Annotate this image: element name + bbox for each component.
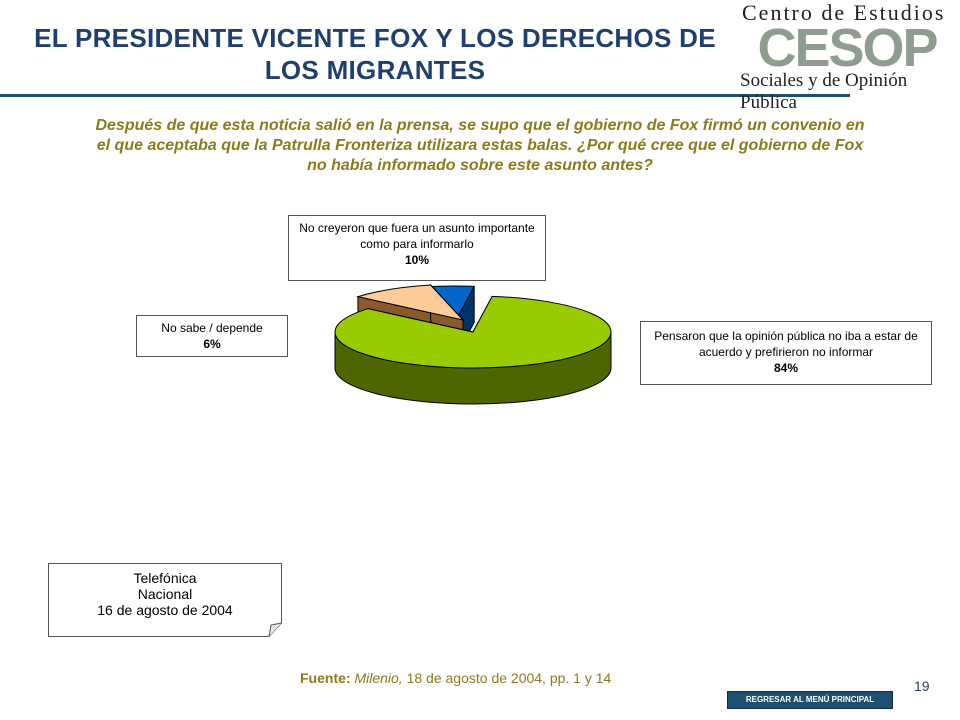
- slice-label-not-important: No creyeron que fuera un asunto importan…: [288, 215, 546, 281]
- source-citation: Fuente: Milenio, 18 de agosto de 2004, p…: [300, 670, 611, 686]
- pie-chart: [334, 283, 612, 405]
- slice-label-text: No creyeron que fuera un asunto importan…: [299, 221, 535, 251]
- pie-slice-1: [355, 284, 465, 321]
- source-detail: 18 de agosto de 2004, pp. 1 y 14: [406, 670, 612, 686]
- logo-mark-text: CESOP: [757, 22, 937, 70]
- logo-top-text: Centro de Estudios: [742, 0, 946, 25]
- logo-mark: CESOP: [742, 22, 952, 70]
- logo-bottom-text: Sociales y de Opinión Pública: [740, 70, 908, 113]
- slice-label-text: Pensaron que la opinión pública no iba a…: [654, 329, 918, 359]
- slice-label-value: 84%: [773, 361, 799, 375]
- note-frame: [48, 563, 282, 637]
- slice-label-public-opinion: Pensaron que la opinión pública no iba a…: [640, 321, 932, 385]
- note-line-2: Nacional: [137, 586, 193, 602]
- note-line-3: 16 de agosto de 2004: [97, 602, 233, 618]
- title-divider: [0, 94, 850, 97]
- back-to-menu-button[interactable]: REGRESAR AL MENÚ PRINCIPAL: [727, 691, 893, 709]
- slice-label-text: No sabe / depende: [161, 321, 263, 335]
- slice-label-no-sabe: No sabe / depende 6%: [136, 315, 288, 357]
- pie-slice-0: [334, 295, 612, 369]
- page-title: EL PRESIDENTE VICENTE FOX Y LOS DERECHOS…: [34, 23, 716, 85]
- survey-note: Telefónica Nacional 16 de agosto de 2004: [48, 563, 282, 637]
- note-line-1: Telefónica: [133, 570, 197, 586]
- page-number: 19: [914, 678, 930, 694]
- source-label: Fuente:: [300, 670, 351, 686]
- slice-label-value: 10%: [404, 253, 430, 267]
- survey-question: Después de que esta noticia salió en la …: [95, 117, 865, 174]
- slice-label-value: 6%: [203, 337, 221, 351]
- note-text: Telefónica Nacional 16 de agosto de 2004: [48, 570, 282, 618]
- source-publication: Milenio,: [354, 670, 403, 686]
- cesop-logo: Centro de Estudios CESOP Sociales y de O…: [734, 0, 960, 113]
